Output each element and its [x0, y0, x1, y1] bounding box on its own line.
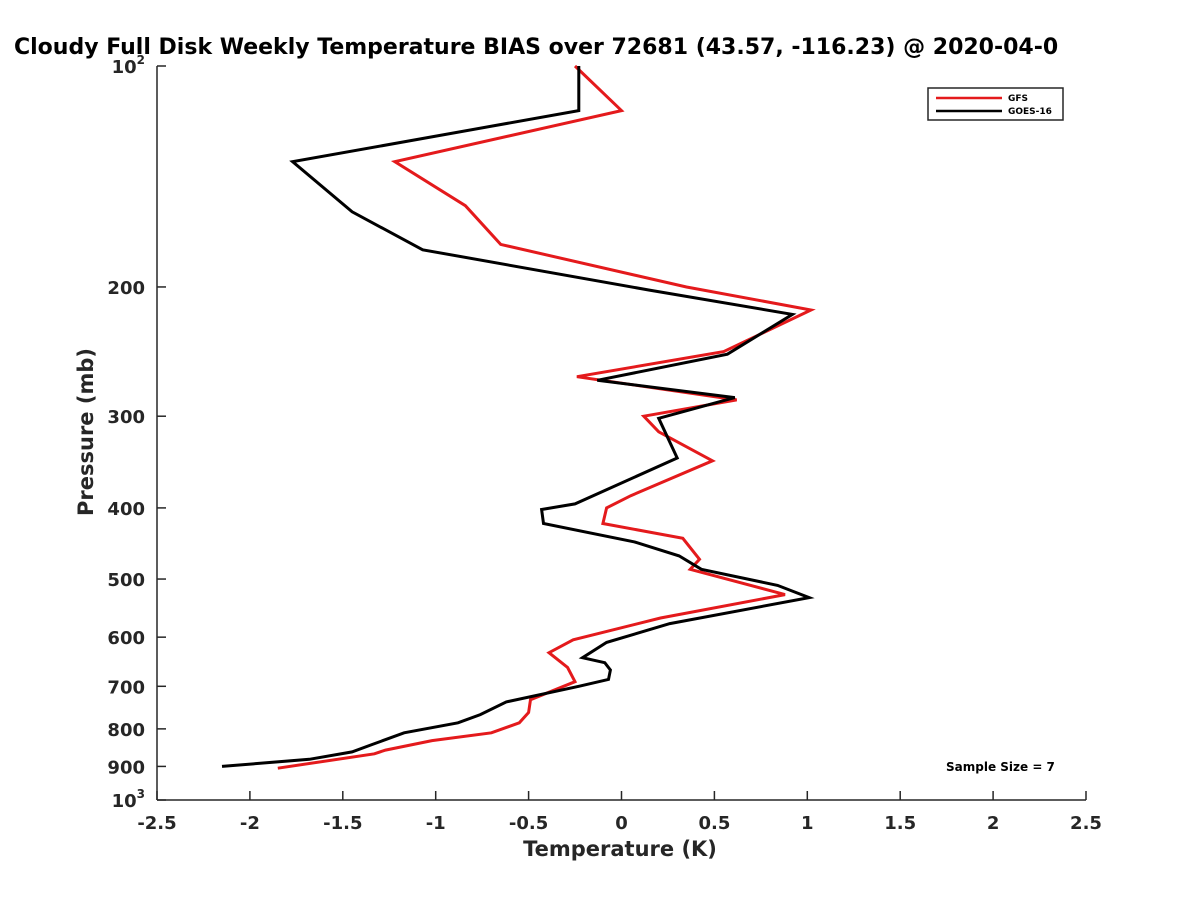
x-tick-label: -1 [426, 813, 446, 834]
series-line-gfs [277, 64, 816, 770]
y-tick-label: 400 [107, 499, 145, 520]
y-tick-label: 500 [107, 570, 145, 591]
x-tick-label: 1.5 [884, 813, 916, 834]
y-tick-label: 600 [107, 628, 145, 649]
series-line-goes-16 [221, 66, 815, 768]
y-tick-label: 700 [107, 677, 145, 698]
x-axis-label: Temperature (K) [523, 837, 717, 861]
x-tick-label: 0 [615, 813, 628, 834]
x-tick-label: -2.5 [137, 813, 176, 834]
y-tick-label: 102 [112, 53, 145, 78]
legend-label-gfs: GFS [1008, 94, 1028, 104]
legend: GFS GOES-16 [927, 87, 1064, 121]
y-tick-label: 103 [112, 787, 145, 812]
x-tick-label: 0.5 [698, 813, 730, 834]
x-tick-label: -1.5 [323, 813, 362, 834]
x-tick-label: 1 [801, 813, 814, 834]
legend-label-goes16: GOES-16 [1008, 107, 1052, 117]
y-axis-label: Pressure (mb) [74, 348, 98, 516]
plot-area [156, 66, 1086, 801]
series-layer [221, 64, 816, 770]
x-tick-label: -0.5 [509, 813, 548, 834]
legend-box [927, 87, 1064, 121]
x-tick-label: 2 [987, 813, 1000, 834]
x-tick-label: -2 [240, 813, 260, 834]
sample-size-annotation: Sample Size = 7 [946, 760, 1055, 774]
chart-title: Cloudy Full Disk Weekly Temperature BIAS… [14, 35, 1058, 60]
y-tick-label: 900 [107, 757, 145, 778]
x-tick-label: 2.5 [1070, 813, 1102, 834]
y-tick-label: 200 [107, 278, 145, 299]
x-axis-ticks: -2.5 -2 -1.5 -1 -0.5 0 0.5 1 1.5 2 2.5 [137, 791, 1102, 834]
y-tick-label: 300 [107, 407, 145, 428]
y-tick-label: 800 [107, 720, 145, 741]
y-axis-ticks: 102 200 300 400 500 600 700 800 900 103 [107, 53, 166, 812]
